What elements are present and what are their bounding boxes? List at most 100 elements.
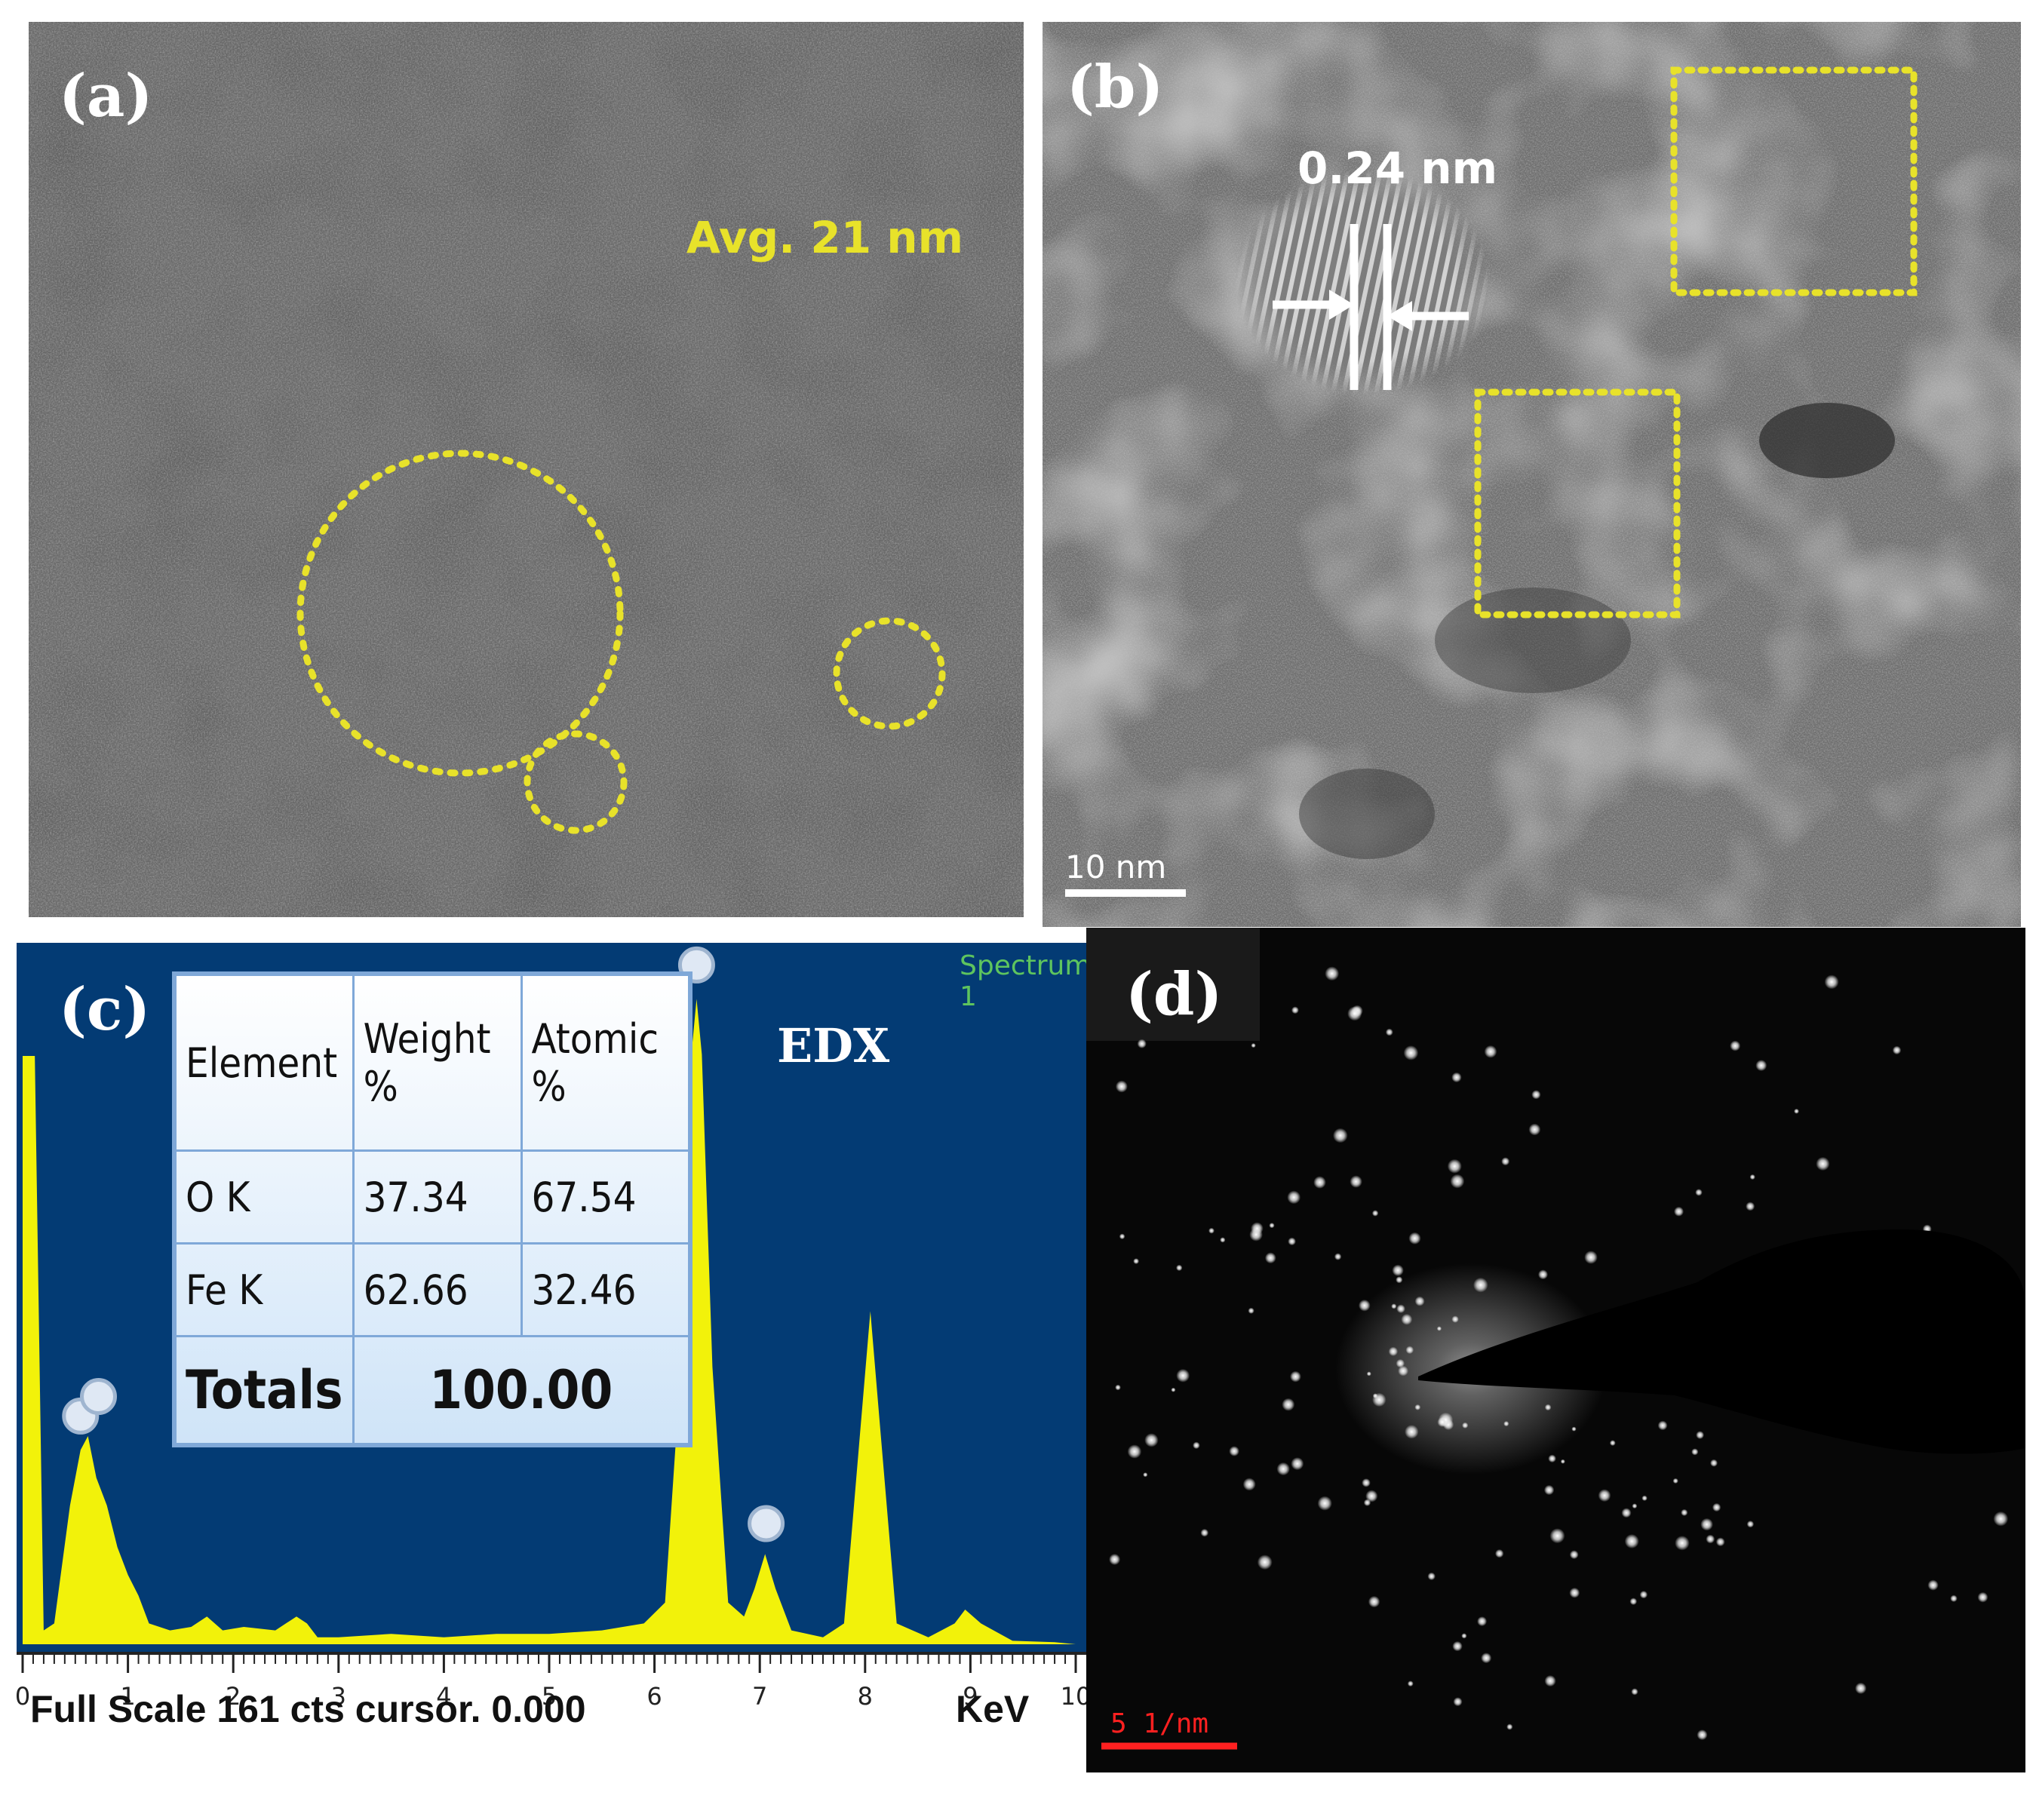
diffraction-spot [1855,1682,1867,1694]
diffraction-spot [1249,1228,1263,1241]
diffraction-spot [1414,1404,1421,1410]
diffraction-spot [1414,1296,1425,1306]
x-tick-label: 7 [752,1682,767,1711]
table-header-row: Element Weight % Atomic % [173,972,692,1152]
diffraction-spot [1632,1503,1638,1509]
panel-c-label: (c) [59,975,151,1044]
diffraction-spot [1325,966,1340,981]
diffraction-spot [1695,1189,1703,1196]
diffraction-spot [1544,1404,1552,1411]
diffraction-spot [1333,1128,1348,1143]
saed-diffraction-image [1086,928,2025,1772]
diffraction-spot [1543,1484,1555,1496]
scale-bar-d-label: 5 1/nm [1110,1708,1209,1739]
dashed-box-top-right [1670,66,1918,296]
average-size-annotation: Avg. 21 nm [686,212,964,263]
diffraction-spot [1715,1537,1725,1547]
peak-marker [748,1505,785,1542]
x-tick-label: 3 [331,1682,346,1711]
diffraction-spot [1528,1123,1541,1136]
diffraction-spot [1675,1536,1690,1551]
beam-stopper [1418,1229,2025,1454]
diffraction-spot [1816,1156,1830,1171]
diffraction-spot [1631,1688,1638,1696]
diffraction-spot [1313,1176,1326,1189]
x-tick-label: 6 [646,1682,662,1711]
lattice-spacing-marker [1273,224,1469,390]
diffraction-spot [1548,1454,1556,1463]
diffraction-spot [1405,1425,1419,1439]
energy-unit-label: KeV [956,1688,1030,1730]
diffraction-spot [1584,1251,1598,1264]
diffraction-spot [1276,1462,1290,1476]
diffraction-spot [1362,1478,1371,1487]
diffraction-spot [1115,1384,1121,1391]
diffraction-spot [1193,1441,1200,1450]
diffraction-spot [1408,1232,1421,1245]
diffraction-spot [1560,1459,1565,1464]
diffraction-spot [1451,1315,1459,1323]
x-tick-label: 9 [963,1682,978,1711]
diffraction-spot [1359,1300,1371,1312]
lattice-fringes [1231,165,1488,399]
dashed-circle-small [524,730,628,834]
diffraction-spot [1624,1534,1639,1548]
diffraction-spot [1436,1326,1442,1331]
edx-title: EDX [777,1018,890,1073]
diffraction-spot [1427,1572,1436,1581]
diffraction-spot [1391,1303,1397,1309]
diffraction-spot [1200,1528,1209,1537]
diffraction-spot [1137,1039,1147,1048]
diffraction-spot [1388,1346,1399,1356]
diffraction-spot [1437,1417,1448,1427]
diffraction-spot [1248,1307,1254,1314]
diffraction-spot [1549,1528,1565,1544]
diffraction-spot [1127,1444,1142,1459]
diffraction-spot [1452,1640,1463,1652]
dashed-circle-right [833,617,946,730]
diffraction-spot [1481,1653,1492,1664]
diffraction-spot [1317,1496,1332,1511]
diffraction-spot [1824,974,1839,990]
panel-a-tem-image: (a) Avg. 21 nm [29,22,1024,917]
diffraction-spot [1706,1534,1715,1544]
diffraction-spot [1712,1502,1721,1512]
diffraction-spot [1365,1490,1378,1502]
diffraction-spot [1133,1258,1139,1264]
diffraction-spot [1447,1159,1462,1174]
diffraction-spot [1229,1446,1239,1456]
diffraction-spot [1407,1680,1414,1687]
header-element: Element [173,972,355,1152]
composition-table: Element Weight % Atomic % O K 37.34 67.5… [172,971,692,1447]
x-tick-label: 8 [858,1682,873,1711]
diffraction-spot [1372,1392,1387,1407]
diffraction-spot [1269,1223,1275,1229]
header-weight: Weight % [352,972,523,1152]
diffraction-spot [1334,1253,1342,1260]
spectrum-area [23,950,1076,1644]
diffraction-spot [1927,1579,1939,1591]
x-tick-label: 10 [1061,1682,1089,1711]
panel-d-label-box [1086,928,1260,1041]
diffraction-spot [1385,1028,1393,1036]
diffraction-spot [1368,1595,1380,1608]
diffraction-spot [1366,1371,1371,1377]
diffraction-spot [1242,1478,1256,1491]
table-totals-row: Totals 100.00 [173,1335,692,1447]
cell-weight: 62.66 [352,1242,523,1337]
lattice-spacing-label: 0.24 nm [1297,143,1498,194]
diffraction-spot [1392,1264,1404,1276]
diffraction-spot [1473,1277,1488,1293]
diffraction-spot [1371,1210,1379,1217]
dashed-box-center [1474,388,1681,618]
x-tick-label: 4 [436,1682,451,1711]
cell-atomic: 67.54 [520,1149,692,1245]
diffraction-spot [1629,1597,1638,1605]
diffraction-spot [1291,1006,1299,1014]
spectrum-name: Spectrum 1 [960,950,1089,1012]
diffraction-spot [1251,1043,1256,1048]
cell-element: O K [173,1149,355,1245]
diffraction-spot [1503,1421,1509,1427]
diffraction-spot [1347,1006,1362,1021]
panel-b-hrtem-image: (b) 0.24 nm 10 nm [1043,22,2021,927]
